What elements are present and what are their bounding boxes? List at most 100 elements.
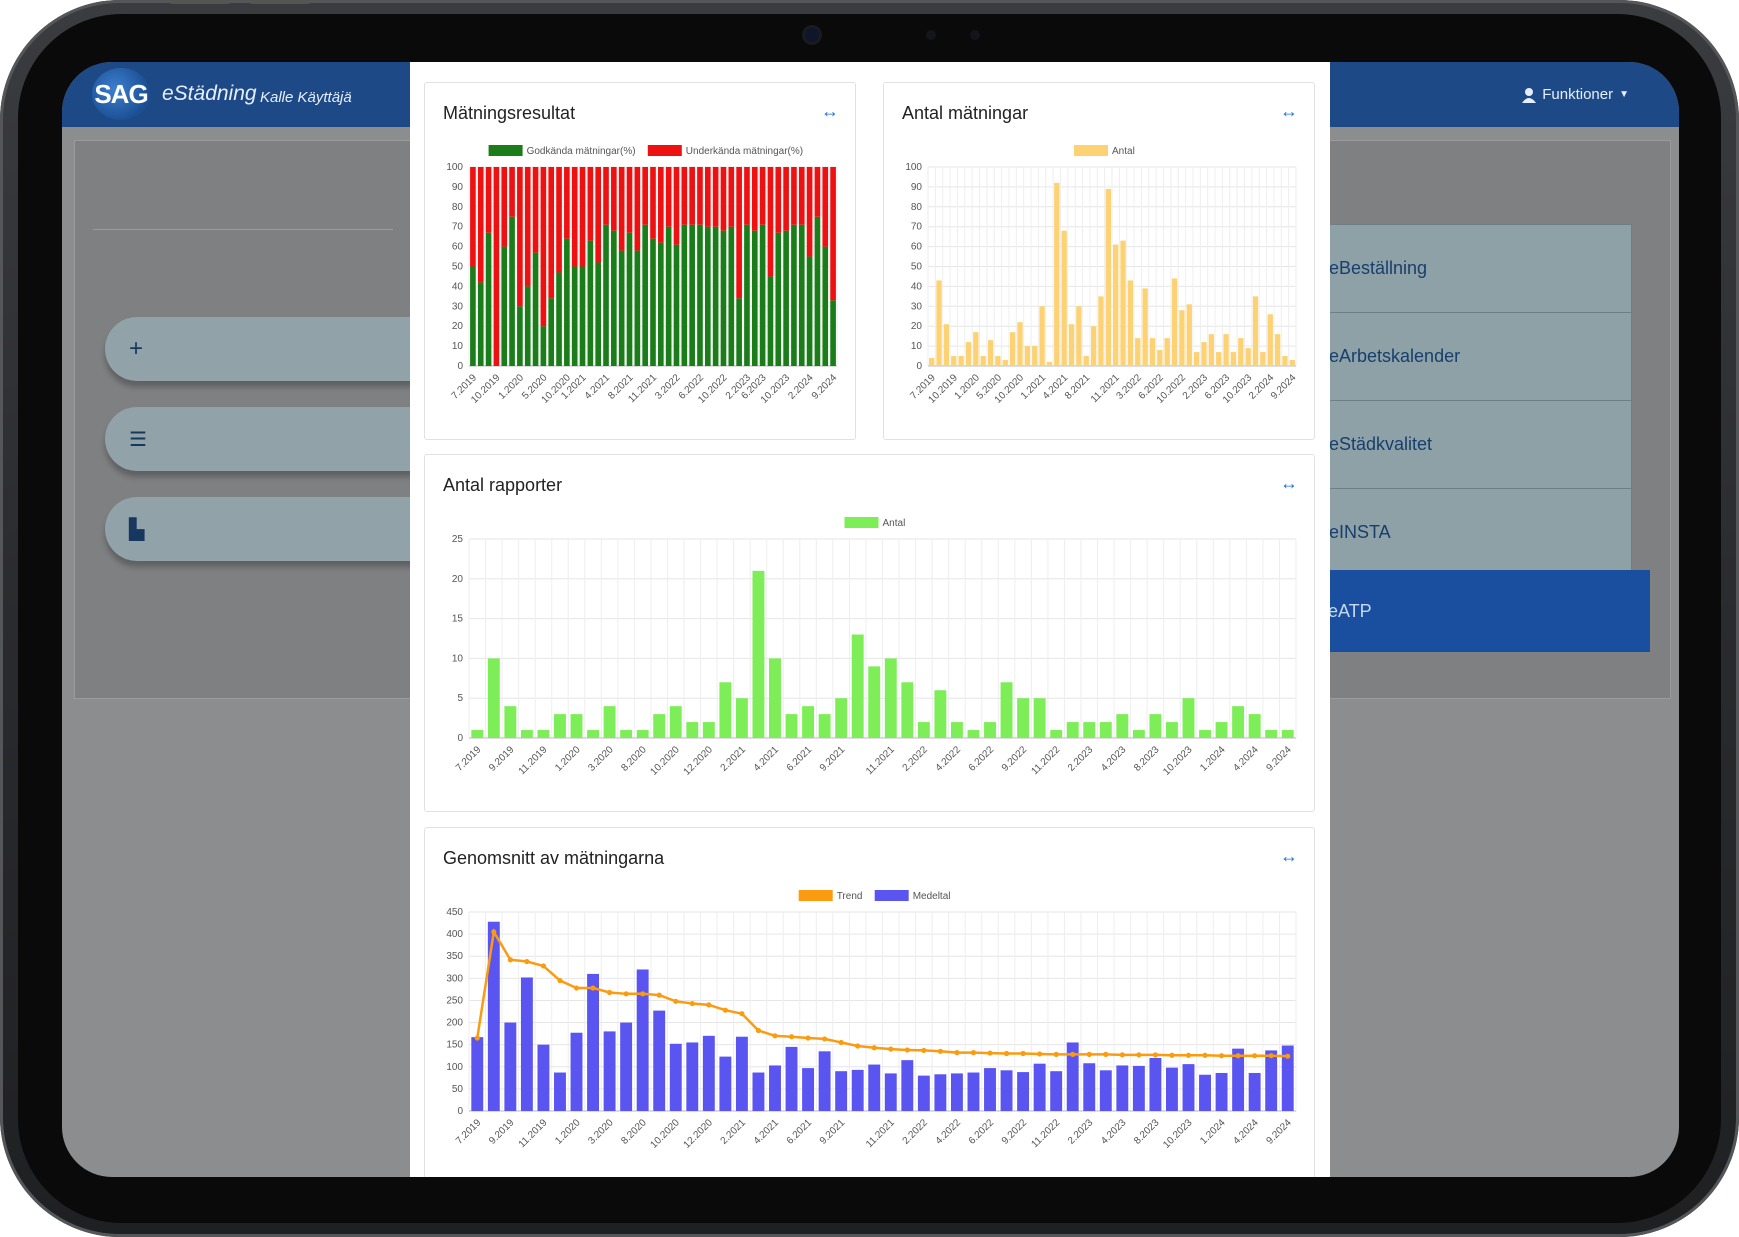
- trend-point: [640, 991, 646, 997]
- bar: [587, 973, 600, 1111]
- y-tick-label: 10: [911, 341, 923, 352]
- bar: [517, 306, 523, 366]
- y-tick-label: 70: [911, 222, 923, 233]
- bar: [752, 1072, 765, 1111]
- x-tick-label: 4.2024: [1231, 744, 1261, 774]
- bar: [769, 658, 781, 738]
- x-tick-label: 9.2024: [1269, 372, 1299, 402]
- bar: [775, 167, 782, 233]
- expand-icon[interactable]: ↔: [1280, 101, 1298, 121]
- y-tick-label: 70: [452, 222, 464, 233]
- bar: [471, 1037, 484, 1111]
- bar: [1132, 1065, 1145, 1111]
- bar: [620, 1022, 633, 1111]
- menu-item-einsta[interactable]: eINSTA: [1329, 522, 1391, 542]
- bar: [1149, 714, 1162, 738]
- bar: [571, 167, 578, 267]
- bar: [830, 300, 836, 366]
- trend-point: [888, 1046, 894, 1052]
- x-tick-label: 1.2024: [1198, 1117, 1228, 1147]
- y-tick-label: 0: [457, 361, 463, 372]
- trend-point: [739, 1011, 745, 1017]
- bar: [564, 167, 570, 239]
- trend-point: [1003, 1050, 1010, 1057]
- legend-label: Medeltal: [913, 891, 951, 902]
- bar: [1142, 288, 1148, 366]
- y-tick-label: 0: [457, 1106, 463, 1117]
- expand-icon[interactable]: ↔: [1280, 846, 1298, 866]
- statistics-button[interactable]: ▙: [105, 497, 459, 561]
- y-tick-label: 25: [452, 534, 464, 545]
- bar: [1017, 322, 1023, 366]
- bar: [936, 280, 942, 366]
- trend-point: [921, 1047, 927, 1054]
- bar: [697, 167, 703, 225]
- bar: [720, 167, 727, 231]
- bar: [517, 167, 523, 307]
- y-tick-label: 50: [452, 262, 464, 273]
- x-tick-label: 11.2019: [517, 1117, 550, 1150]
- menu-item-estadkvalitet[interactable]: eStädkvalitet: [1313, 401, 1631, 489]
- y-tick-label: 90: [452, 182, 464, 193]
- bar: [1157, 350, 1163, 366]
- expand-icon[interactable]: ↔: [821, 101, 839, 121]
- bar: [702, 1035, 715, 1111]
- trend-point: [524, 958, 530, 965]
- bar: [1099, 1070, 1112, 1111]
- bar: [1050, 730, 1063, 738]
- sag-logo[interactable]: SAG: [92, 68, 150, 120]
- legend-swatch: [1074, 145, 1108, 156]
- trend-point: [1103, 1051, 1109, 1057]
- bar: [524, 286, 531, 366]
- bar: [783, 230, 789, 366]
- trend-point: [540, 963, 547, 969]
- bar: [520, 977, 533, 1111]
- expand-icon[interactable]: ↔: [1280, 473, 1298, 493]
- bar: [1281, 1045, 1294, 1111]
- bar: [595, 262, 602, 366]
- trend-point: [507, 957, 513, 963]
- trend-point: [904, 1047, 910, 1053]
- functions-menu[interactable]: Funktioner ▼: [1522, 86, 1629, 103]
- bar: [719, 1056, 732, 1111]
- bar: [751, 230, 758, 366]
- bar: [984, 1068, 996, 1111]
- menu-item-earbetskalender[interactable]: eArbetskalender: [1313, 313, 1631, 401]
- bar: [967, 1072, 980, 1111]
- trend-point: [1152, 1052, 1159, 1058]
- bar: [901, 682, 914, 738]
- x-tick-label: 11.2021: [1089, 372, 1122, 405]
- bar: [1186, 304, 1192, 366]
- bar: [1050, 1071, 1063, 1111]
- bar: [1105, 188, 1111, 366]
- bar: [665, 167, 672, 227]
- bar: [470, 266, 476, 366]
- menu-item-eatp[interactable]: eATP: [1312, 570, 1650, 652]
- list-icon: ☰: [129, 428, 147, 451]
- bar: [1182, 698, 1195, 738]
- functions-label: Funktioner: [1542, 86, 1614, 103]
- add-button[interactable]: +: [105, 317, 459, 381]
- trend-point: [722, 1007, 728, 1013]
- bar: [951, 356, 957, 366]
- bar: [477, 282, 484, 366]
- bar: [704, 226, 711, 366]
- bar: [851, 1069, 864, 1111]
- y-tick-label: 90: [911, 182, 923, 193]
- bar: [1265, 730, 1278, 738]
- bar: [673, 167, 680, 245]
- legend-label: Underkända mätningar(%): [686, 146, 803, 157]
- bar: [965, 342, 972, 366]
- menu-item-ebestallning[interactable]: eBeställning: [1313, 225, 1631, 313]
- list-button[interactable]: ☰: [105, 407, 459, 471]
- bar: [532, 167, 539, 253]
- bar: [712, 167, 719, 227]
- trend-point: [772, 1033, 778, 1039]
- bar: [785, 1046, 798, 1111]
- bar: [1230, 352, 1237, 366]
- trend-point: [689, 1000, 695, 1007]
- sensor: [970, 30, 980, 40]
- y-tick-label: 400: [446, 929, 463, 940]
- chart-card-antal-rapporter: Antal rapporter ↔ 0 5 10 15 20 25 Antal 7.2019 9…: [424, 454, 1315, 812]
